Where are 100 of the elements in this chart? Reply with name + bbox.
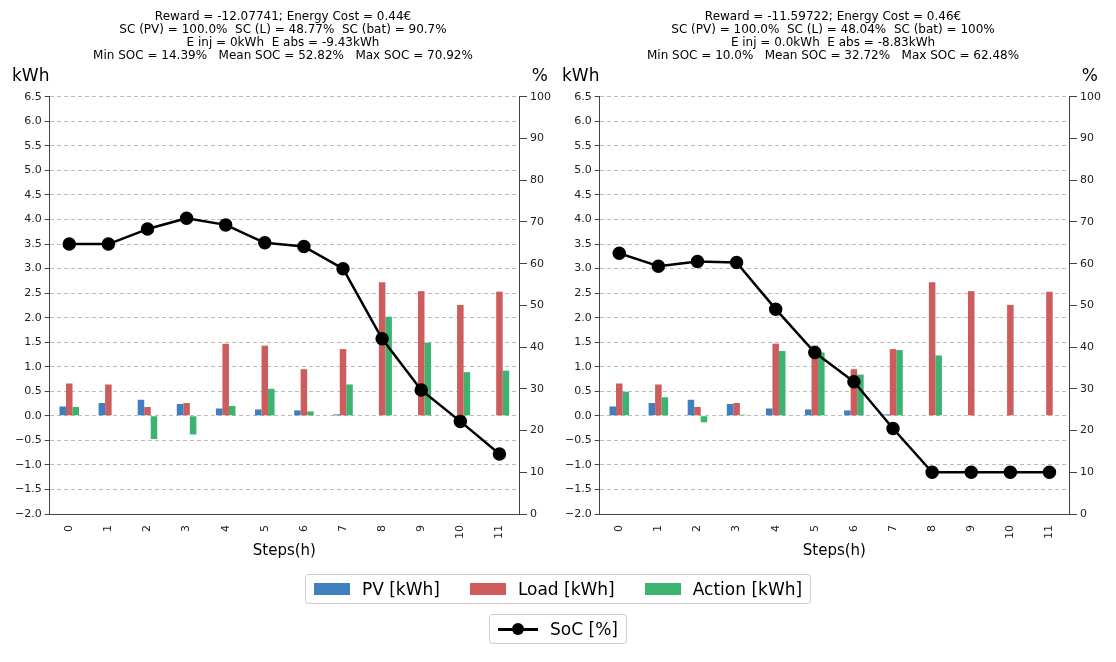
y-tick-label: 1.0 [24,359,42,373]
bar [896,350,903,416]
x-tick-label: 10 [453,525,467,539]
y2-tick-label: 100 [530,89,551,103]
bar [616,383,623,416]
x-axis-title: Steps(h) [252,540,316,559]
legend-label: PV [kWh] [361,579,440,599]
y-tick-label: 2.0 [574,310,592,324]
y2-tick-label: 0 [530,506,537,520]
x-tick-label: 6 [296,525,310,532]
y-axis-title: kWh [562,64,600,85]
point [1042,465,1057,480]
y-tick-label: 6.5 [574,89,592,103]
bar [424,342,432,416]
text: Min SOC = 14.39% Mean SOC = 52.82% Max SOC = 70.92% [93,48,473,63]
y-axis-title: kWh [12,64,50,85]
y2-tick-label: 0 [1080,506,1087,520]
x-tick-label: 7 [885,525,899,532]
y-tick-label: 5.0 [574,163,592,177]
bar [928,282,936,416]
x-tick-label: 6 [846,525,860,532]
y2-tick-label: 50 [1080,298,1094,312]
text: Reward = -12.07741; Energy Cost = 0.44€ [154,8,412,23]
x-tick-label: 0 [612,525,626,532]
bar [648,403,656,416]
text: SC (PV) = 100.0% SC (L) = 48.04% SC (bat) = 100% [671,21,995,36]
x-tick-label: 0 [62,525,76,532]
x-tick-label: 5 [257,525,271,532]
y-tick-label: 3.5 [574,236,592,250]
y-tick-label: 4.5 [574,187,592,201]
y-tick-label: 4.5 [24,187,42,201]
x-tick-label: 1 [101,525,115,532]
x-tick-label: 11 [1042,525,1056,539]
bar [385,316,392,416]
bar [261,345,269,416]
point [492,447,507,461]
bar [844,410,851,416]
bar [700,416,708,423]
y-tick-label: 5.5 [574,138,592,152]
bar [144,407,151,416]
bar [889,349,897,416]
point [768,302,783,316]
y-tick-label: 2.5 [24,285,42,299]
y-tick-label: 2.0 [24,310,42,324]
y2-tick-label: 40 [1080,339,1094,353]
y-tick-label: −2.0 [564,506,592,520]
x-tick-label: 8 [924,525,938,532]
y2-tick-label: 40 [530,339,544,353]
y-tick-label: 3.5 [24,236,42,250]
x-tick-label: 3 [179,525,193,532]
y2-tick-label: 20 [1080,423,1094,437]
y2-tick-label: 70 [1080,214,1094,228]
legend-label: Load [kWh] [517,579,615,599]
bar [150,416,158,439]
point [336,261,350,276]
point [729,255,744,270]
text: E inj = 0kWh E abs = -9.43kWh [186,35,380,50]
point [414,383,428,397]
x-tick-label: 9 [964,525,978,532]
bar [268,388,275,416]
y2-tick-label: 20 [530,423,544,437]
point [62,237,77,251]
point [808,345,822,360]
bar [609,406,617,416]
bar [307,411,314,416]
point [101,237,116,251]
bar [805,409,812,416]
x-axis-title: Steps(h) [802,540,866,559]
bar [346,384,353,416]
y2-tick-label: 90 [530,131,544,145]
text: SC (PV) = 100.0% SC (L) = 48.77% SC (bat) = 90.7% [119,21,447,36]
y-tick-label: −2.0 [14,506,42,520]
bar [1007,304,1014,416]
y-tick-label: 0.0 [24,408,42,422]
x-tick-label: 5 [807,525,821,532]
y2-tick-label: 50 [530,298,544,312]
text: Reward = -11.59722; Energy Cost = 0.46€ [704,8,962,23]
y-tick-label: 6.0 [574,114,592,128]
y2-tick-label: 60 [1080,256,1094,270]
bar [98,403,106,416]
bar [215,408,223,416]
y-tick-label: −1.0 [564,457,592,471]
y2-axis-title: % [531,64,548,85]
bar [818,352,825,416]
y-tick-label: −1.5 [14,482,42,496]
y-tick-label: 0.0 [574,408,592,422]
bar [733,403,740,416]
y2-tick-label: 80 [1080,173,1094,187]
y-tick-label: 6.0 [24,114,42,128]
y2-tick-label: 80 [530,173,544,187]
y2-tick-label: 30 [1080,381,1094,395]
point [847,375,861,389]
bar [765,408,773,416]
x-tick-label: 8 [374,525,388,532]
y-tick-label: 1.5 [574,335,592,349]
bar [502,370,510,416]
point [925,465,939,480]
y-tick-label: 3.0 [574,261,592,275]
x-tick-label: 9 [414,525,428,532]
y2-tick-label: 90 [1080,131,1094,145]
